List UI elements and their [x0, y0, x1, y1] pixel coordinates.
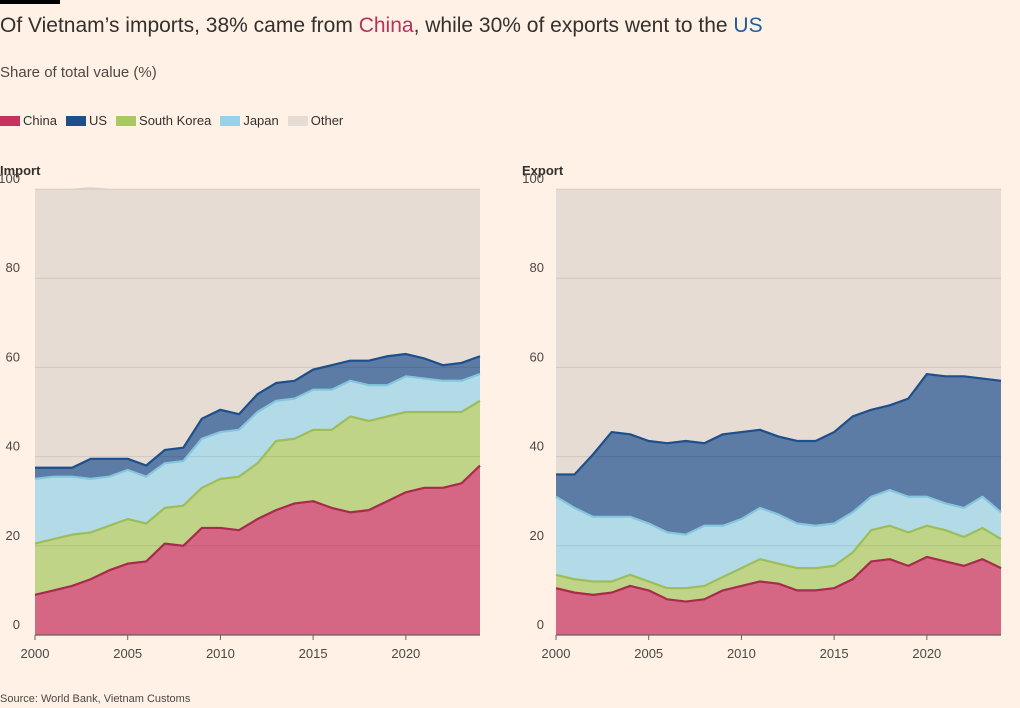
- import-line-china: [34, 464, 481, 596]
- legend-label-china: China: [23, 113, 57, 128]
- title-china-highlight: China: [358, 14, 414, 37]
- legend-swatch-china: [0, 115, 20, 126]
- import-x-tick-label: 2020: [391, 646, 420, 661]
- export-chart: Export 0 20 40 60 80 100 2000 2005 2010 2015 2020: [522, 163, 1002, 661]
- legend-item-china: China: [0, 113, 57, 128]
- import-x-tick-label: 2015: [299, 646, 328, 661]
- import-area-japan: [35, 374, 480, 544]
- legend-item-other: Other: [287, 113, 344, 128]
- legend-label-us: US: [88, 113, 108, 128]
- title-part-2: , while 30% of exports went to the: [413, 14, 734, 37]
- legend-swatch-japan: [220, 115, 241, 126]
- export-line-us: [556, 372, 1002, 476]
- export-y-tick-label: 80: [530, 260, 544, 275]
- import-x-tick-label: 2005: [113, 646, 142, 661]
- export-line-south-korea: [555, 524, 1002, 590]
- export-area-china: [556, 556, 1001, 635]
- title-us-highlight: US: [733, 14, 763, 37]
- import-area-south-korea: [35, 400, 480, 595]
- legend: China US South Korea Japan Other: [0, 113, 352, 128]
- chart-subtitle: Share of total value (%): [0, 64, 157, 81]
- export-x-tick-label: 2000: [542, 646, 571, 661]
- chart-title: Of Vietnam’s imports, 38% came from Chin…: [0, 14, 763, 38]
- export-line-china: [555, 555, 1002, 603]
- import-y-tick-label: 60: [6, 349, 20, 364]
- export-area-other: [556, 189, 1001, 475]
- brand-bar: [0, 0, 60, 4]
- import-x-tick-label: 2010: [206, 646, 235, 661]
- import-line-south-korea: [34, 399, 481, 545]
- source-note: Source: World Bank, Vietnam Customs: [0, 693, 191, 705]
- import-line-us: [35, 352, 481, 469]
- import-y-tick-label: 80: [6, 260, 20, 275]
- legend-label-other: Other: [310, 113, 344, 128]
- export-x-tick-label: 2020: [912, 646, 941, 661]
- import-y-tick-label: 0: [13, 617, 20, 632]
- legend-swatch-south-korea: [116, 115, 137, 126]
- export-y-tick-label: 60: [530, 349, 544, 364]
- export-panel-title: Export: [522, 163, 564, 178]
- export-y-tick-label: 20: [530, 528, 544, 543]
- legend-swatch-other: [287, 115, 308, 126]
- import-panel-title: Import: [0, 163, 41, 178]
- import-area-china: [35, 465, 480, 635]
- import-y-tick-label: 20: [6, 528, 20, 543]
- import-line-japan: [34, 373, 481, 480]
- export-area-us: [556, 374, 1001, 535]
- legend-label-south-korea: South Korea: [139, 113, 212, 128]
- export-x-tick-label: 2010: [727, 646, 756, 661]
- export-y-tick-label: 40: [530, 439, 544, 454]
- import-chart: Import 0 20 40 60 80 100 2000 2005 2010 2015 2020: [0, 163, 481, 661]
- export-line-japan: [555, 488, 1002, 536]
- legend-item-us: US: [65, 113, 108, 128]
- title-part-1: Of Vietnam’s imports, 38% came from: [0, 14, 359, 37]
- export-y-tick-label: 100: [522, 171, 544, 186]
- import-y-tick-label: 100: [0, 171, 20, 186]
- import-x-tick-label: 2000: [21, 646, 50, 661]
- legend-swatch-us: [65, 115, 86, 126]
- import-area-other: [35, 186, 480, 468]
- export-x-tick-label: 2005: [634, 646, 663, 661]
- export-y-tick-label: 0: [537, 617, 544, 632]
- export-x-tick-label: 2015: [820, 646, 849, 661]
- legend-label-japan: Japan: [243, 113, 279, 128]
- legend-item-japan: Japan: [220, 113, 279, 128]
- export-area-japan: [556, 490, 1001, 589]
- import-y-tick-label: 40: [6, 439, 20, 454]
- legend-item-south-korea: South Korea: [116, 113, 211, 128]
